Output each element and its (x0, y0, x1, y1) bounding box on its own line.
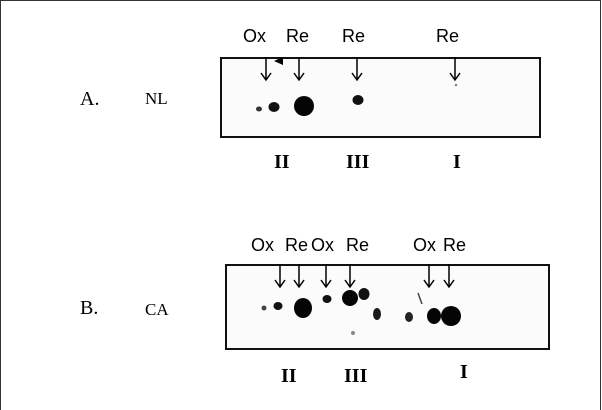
band (373, 308, 381, 320)
state-label-re: Re (286, 26, 310, 46)
band (351, 331, 355, 335)
band (273, 302, 283, 310)
down-arrow-icon (344, 264, 356, 289)
sample-label: NL (145, 89, 168, 108)
gel-bands (261, 288, 461, 335)
state-label-ox: Ox (251, 235, 275, 255)
state-label-ox: Ox (311, 235, 335, 255)
panel-letter: B. (80, 297, 99, 319)
gel-blot (225, 264, 550, 350)
down-arrow-icon (443, 264, 455, 289)
gel-blot (220, 57, 541, 138)
band (261, 305, 267, 311)
state-label-re: Re (285, 235, 309, 255)
complex-label: III (344, 365, 368, 387)
band (322, 295, 332, 303)
band (427, 308, 441, 324)
complex-label: I (460, 361, 468, 383)
band (268, 102, 280, 112)
down-arrow-icon (351, 57, 363, 82)
down-arrow-icon (260, 57, 272, 82)
down-arrow-icon (293, 264, 305, 289)
state-label-re: Re (342, 26, 366, 46)
band (256, 106, 262, 112)
gel-bands (256, 83, 458, 116)
complex-label: III (346, 151, 370, 173)
sample-label: CA (145, 300, 169, 319)
state-label-ox: Ox (413, 235, 437, 255)
down-arrow-icon (423, 264, 435, 289)
down-arrow-icon (293, 57, 305, 82)
complex-label: II (274, 151, 290, 173)
band (454, 83, 458, 87)
band (441, 306, 461, 326)
band (405, 312, 413, 322)
left-arrowhead-icon (274, 57, 283, 65)
complex-label: II (281, 365, 297, 387)
band (294, 298, 312, 318)
band (294, 96, 314, 116)
state-label-re: Re (346, 235, 370, 255)
band (342, 290, 358, 306)
band (358, 288, 370, 300)
panel-letter: A. (80, 88, 100, 110)
band (352, 95, 364, 105)
down-arrow-icon (449, 57, 461, 82)
state-label-re: Re (443, 235, 467, 255)
state-label-ox: Ox (243, 26, 267, 46)
state-label-re: Re (436, 26, 460, 46)
down-arrow-icon (320, 264, 332, 289)
streak (417, 292, 423, 305)
down-arrow-icon (274, 264, 286, 289)
complex-label: I (453, 151, 461, 173)
